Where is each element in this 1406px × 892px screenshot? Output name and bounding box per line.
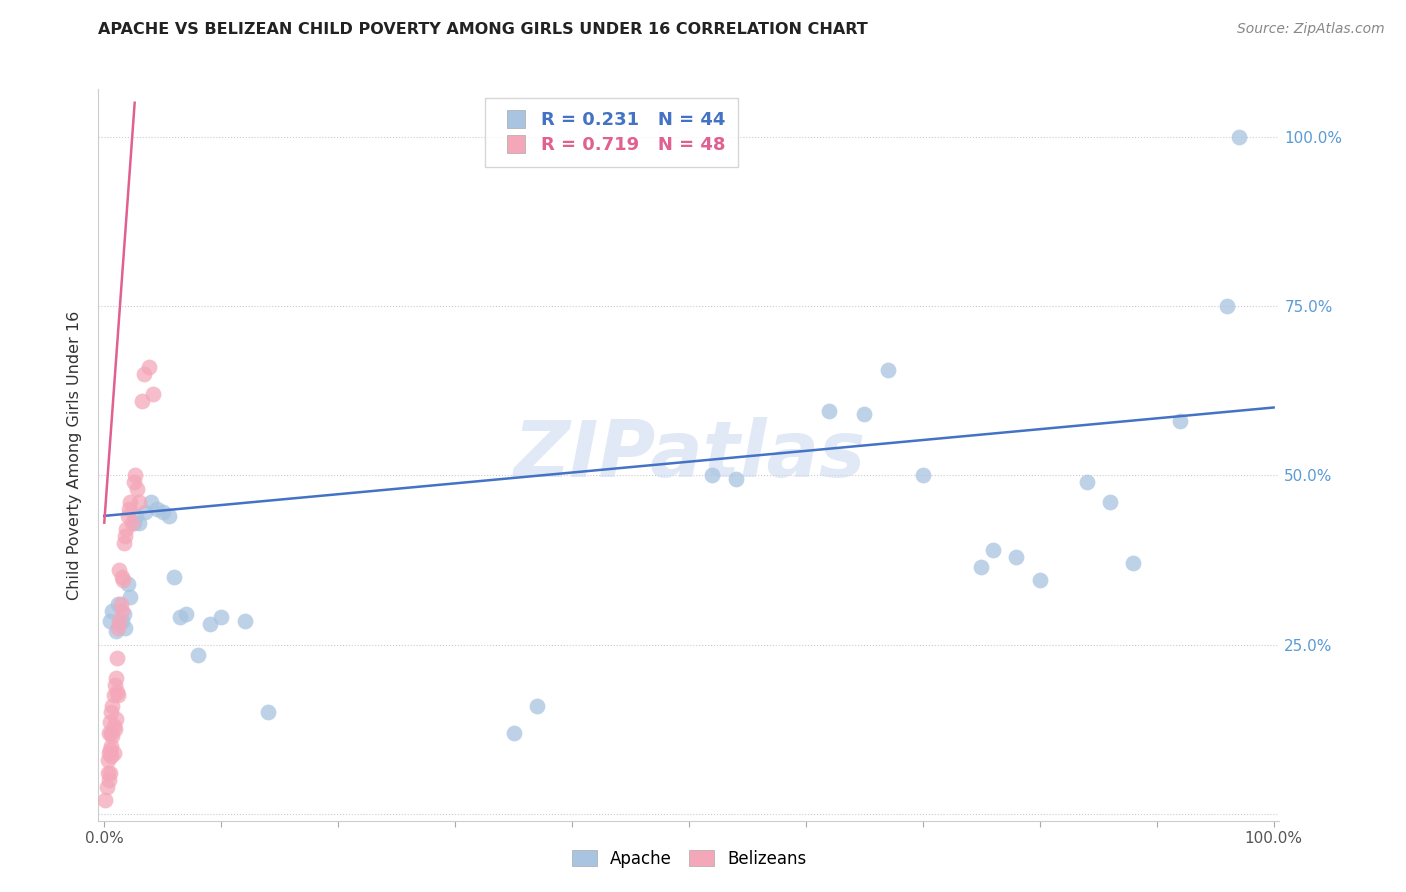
Point (112, 536, 135, 550)
Point (97, 725, 120, 739)
Point (108, 617, 131, 632)
Point (111, 570, 134, 584)
Point (118, 502, 141, 516)
Point (1122, 556, 1144, 570)
Point (132, 367, 155, 381)
Point (103, 689, 125, 703)
Point (108, 614, 131, 628)
Point (526, 698, 548, 713)
Point (117, 508, 139, 523)
Point (142, 387, 165, 401)
Point (1227, 129, 1250, 144)
Point (105, 651, 128, 665)
Point (134, 506, 156, 520)
Point (105, 685, 128, 699)
Point (146, 502, 169, 516)
Point (100, 706, 122, 720)
Point (107, 689, 129, 703)
Point (108, 563, 131, 577)
Point (157, 508, 180, 523)
Point (128, 516, 150, 530)
Point (1005, 549, 1028, 564)
Point (114, 621, 136, 635)
Point (111, 604, 134, 618)
Point (139, 495, 162, 509)
Point (97, 772, 120, 787)
Point (112, 607, 135, 621)
Point (98, 766, 121, 780)
Point (103, 719, 125, 733)
Point (121, 516, 143, 530)
Point (122, 475, 145, 489)
Point (101, 698, 124, 713)
Point (97, 766, 120, 780)
Point (97, 746, 120, 760)
Point (100, 725, 122, 739)
Point (104, 678, 127, 692)
Point (100, 739, 122, 753)
Point (163, 570, 186, 584)
Point (103, 746, 125, 760)
Point (110, 597, 132, 611)
Point (104, 723, 127, 737)
Point (128, 495, 150, 509)
Point (118, 495, 141, 509)
Point (724, 472, 747, 486)
Point (104, 624, 127, 638)
Legend: Apache, Belizeans: Apache, Belizeans (565, 843, 813, 874)
Point (233, 614, 256, 628)
Point (131, 393, 153, 408)
Point (104, 712, 127, 726)
Text: APACHE VS BELIZEAN CHILD POVERTY AMONG GIRLS UNDER 16 CORRELATION CHART: APACHE VS BELIZEAN CHILD POVERTY AMONG G… (98, 22, 868, 37)
Point (853, 407, 876, 421)
Point (138, 359, 160, 374)
Point (198, 617, 221, 632)
Point (111, 614, 134, 628)
Point (187, 648, 209, 662)
Point (107, 621, 129, 635)
Point (257, 706, 280, 720)
Point (104, 672, 127, 686)
Point (1168, 414, 1191, 428)
Point (169, 610, 191, 624)
Point (174, 607, 197, 621)
Point (970, 559, 993, 574)
Point (122, 516, 145, 530)
Point (111, 573, 134, 587)
Point (115, 523, 138, 537)
Point (97, 753, 120, 767)
Point (1029, 573, 1052, 587)
Point (1076, 475, 1098, 489)
Point (98, 715, 121, 730)
Point (1216, 299, 1239, 313)
Point (125, 482, 148, 496)
Text: Source: ZipAtlas.com: Source: ZipAtlas.com (1237, 22, 1385, 37)
Point (107, 597, 129, 611)
Point (209, 610, 232, 624)
Y-axis label: Child Poverty Among Girls Under 16: Child Poverty Among Girls Under 16 (67, 310, 83, 599)
Point (911, 468, 934, 483)
Point (702, 468, 724, 483)
Point (876, 363, 898, 377)
Point (96, 780, 118, 794)
Point (152, 506, 174, 520)
Point (101, 604, 124, 618)
Point (124, 468, 146, 483)
Point (118, 590, 141, 604)
Point (1098, 495, 1121, 509)
Point (818, 404, 841, 418)
Point (101, 729, 124, 743)
Point (100, 749, 122, 764)
Point (502, 725, 524, 739)
Point (98, 614, 121, 628)
Point (98, 742, 121, 756)
Point (117, 576, 139, 591)
Point (981, 542, 1004, 557)
Point (114, 529, 136, 543)
Point (94, 793, 117, 807)
Text: ZIPatlas: ZIPatlas (513, 417, 865, 493)
Point (125, 508, 148, 523)
